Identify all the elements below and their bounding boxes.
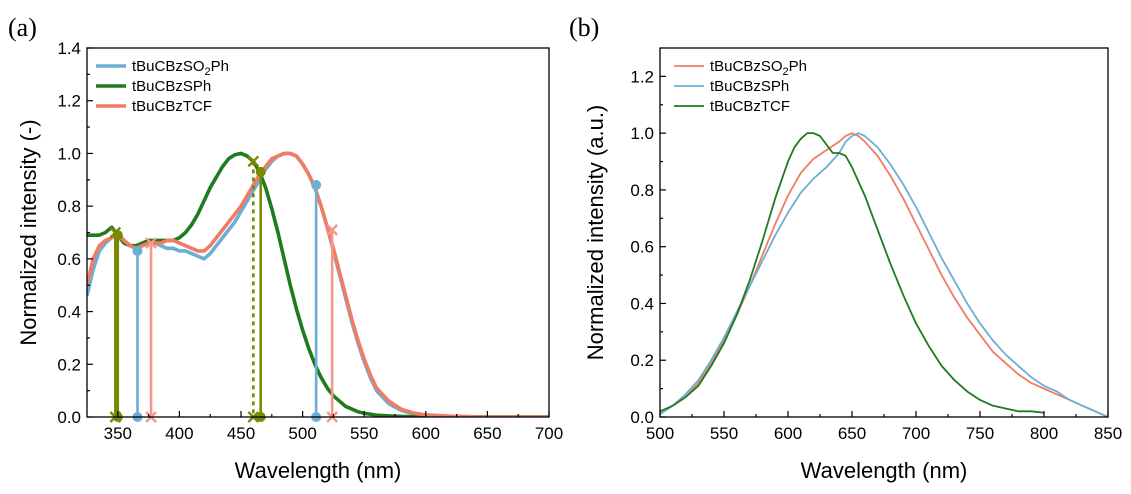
dropline-marker-3-0 (145, 237, 157, 249)
y-tick-label-0: 0.0 (57, 408, 81, 427)
panel-label: (b) (569, 13, 599, 42)
series-line-1 (660, 132, 1108, 417)
y-tick-label-0: 0.0 (630, 408, 654, 427)
legend-label-sub: 2 (205, 66, 211, 78)
legend-label-base: tBuCBzSO (132, 58, 205, 75)
y-tick-label-1: 0.2 (630, 351, 654, 370)
x-tick-label-0: 500 (646, 424, 674, 443)
y-tick-label-4: 0.8 (630, 181, 654, 200)
x-tick-label-1: 550 (710, 424, 738, 443)
chart-panel-b: (b) 500 550 600 650 700 750 800 850 0.0 0.2 0.4 0.6 0… (569, 13, 1122, 483)
legend-label-base: tBuCBzSPh (710, 78, 789, 95)
y-axis-label: Normalized intensity (-) (16, 119, 41, 345)
x-axis-label: Wavelength (nm) (801, 458, 968, 483)
y-tick-label-3: 0.6 (57, 250, 81, 269)
legend-label-base: tBuCBzSO (710, 58, 783, 75)
series-line-0 (660, 132, 1108, 417)
dropline-marker-1-0 (112, 230, 123, 241)
plot-area (87, 151, 549, 417)
y-tick-label-6: 1.2 (57, 92, 81, 111)
legend-label-tail: Ph (211, 58, 229, 75)
legend-label-0: tBuCBzSO2Ph (132, 58, 229, 78)
series-line-1 (87, 151, 549, 417)
y-tick-label-4: 0.8 (57, 197, 81, 216)
legend-label-0: tBuCBzSO2Ph (710, 58, 807, 78)
x-tick-label-2: 450 (227, 424, 255, 443)
y-tick-label-3: 0.6 (630, 238, 654, 257)
x-tick-label-7: 850 (1094, 424, 1122, 443)
legend-label-sub: 2 (783, 66, 789, 78)
dropline-marker-5-0 (255, 166, 266, 177)
legend-label-1: tBuCBzSPh (132, 78, 211, 95)
x-tick-label-3: 500 (288, 424, 316, 443)
dropline-marker-4-0 (247, 155, 260, 168)
x-tick-label-3: 650 (838, 424, 866, 443)
legend-label-base: tBuCBzTCF (132, 98, 212, 115)
panel-label: (a) (8, 13, 37, 42)
legend-label-tail: Ph (789, 58, 807, 75)
chart-panel-a: (a) 350 400 450 500 550 600 650 700 0.0 0.2 0.4 0.6 0… (8, 13, 563, 483)
y-tick-label-5: 1.0 (57, 144, 81, 163)
series-line-2 (87, 151, 549, 417)
x-tick-label-6: 650 (473, 424, 501, 443)
y-tick-label-1: 0.2 (57, 355, 81, 374)
legend-label-2: tBuCBzTCF (132, 98, 212, 115)
y-tick-label-7: 1.4 (57, 39, 81, 58)
legend-label-base: tBuCBzTCF (710, 98, 790, 115)
series-line-2 (660, 132, 1045, 414)
x-tick-label-7: 700 (535, 424, 563, 443)
x-tick-label-4: 700 (902, 424, 930, 443)
y-tick-label-5: 1.0 (630, 124, 654, 143)
y-tick-label-6: 1.2 (630, 67, 654, 86)
dropline-marker-6-0 (311, 180, 322, 191)
x-tick-label-1: 400 (165, 424, 193, 443)
legend-label-1: tBuCBzSPh (710, 78, 789, 95)
x-tick-label-2: 600 (774, 424, 802, 443)
y-tick-label-2: 0.4 (57, 303, 81, 322)
dropline-marker-2-0 (132, 245, 143, 256)
x-tick-label-0: 350 (104, 424, 132, 443)
plot-area (660, 132, 1108, 417)
x-tick-label-5: 600 (412, 424, 440, 443)
legend-label-base: tBuCBzSPh (132, 78, 211, 95)
x-tick-label-4: 550 (350, 424, 378, 443)
x-tick-label-5: 750 (966, 424, 994, 443)
dropline-marker-7-0 (326, 224, 339, 236)
y-axis-label: Normalized intensity (a.u.) (583, 105, 608, 361)
x-tick-label-6: 800 (1030, 424, 1058, 443)
x-axis-label: Wavelength (nm) (235, 458, 402, 483)
y-tick-label-2: 0.4 (630, 294, 654, 313)
legend-label-2: tBuCBzTCF (710, 98, 790, 115)
